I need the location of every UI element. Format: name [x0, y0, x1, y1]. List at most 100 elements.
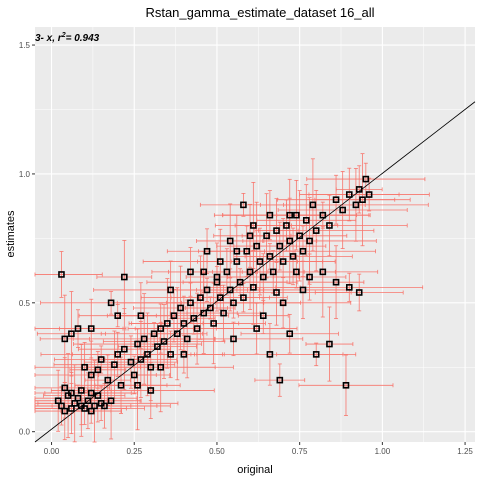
data-point [144, 351, 151, 358]
data-point [339, 206, 346, 214]
data-points [54, 175, 373, 415]
data-point [167, 286, 174, 294]
errorbar [102, 304, 226, 379]
data-point [68, 405, 75, 412]
errorbar [69, 351, 127, 389]
data-point [362, 175, 370, 183]
x-tick-label: 1.00 [375, 447, 391, 456]
errorbar [59, 298, 124, 359]
errorbar [182, 268, 298, 297]
errorbar [36, 291, 106, 377]
data-point [187, 299, 194, 307]
data-point [312, 227, 320, 234]
data-point [147, 387, 155, 394]
data-point [345, 191, 353, 198]
data-point [355, 289, 363, 296]
errorbar [276, 342, 357, 367]
identity-line [34, 101, 476, 443]
errorbar [306, 162, 426, 196]
errorbar [161, 282, 266, 365]
errorbar [240, 313, 339, 354]
errorbar [53, 330, 176, 399]
data-point [263, 232, 270, 240]
errorbar [213, 203, 287, 268]
data-point [342, 381, 350, 389]
data-point [117, 381, 125, 389]
data-point [326, 222, 333, 229]
data-point [173, 330, 181, 338]
errorbar [186, 284, 261, 342]
data-point [81, 405, 88, 412]
data-point [147, 363, 155, 371]
data-point [61, 335, 69, 343]
data-point [273, 289, 280, 296]
data-point [180, 320, 188, 327]
data-point [137, 312, 145, 319]
data-point [58, 271, 65, 278]
data-point [183, 335, 191, 343]
x-axis-title: original [237, 464, 272, 476]
errorbar [163, 321, 304, 357]
data-point [355, 186, 363, 193]
data-point [230, 335, 237, 343]
data-point [94, 366, 102, 374]
data-point [61, 407, 69, 415]
data-point [250, 222, 257, 229]
data-point [130, 371, 138, 379]
y-tick-label: 0.5 [19, 299, 31, 308]
data-point [230, 299, 237, 307]
data-point [150, 330, 158, 338]
data-point [157, 363, 165, 371]
r-squared-annotation: 3- x, r2= 0.943 [35, 32, 100, 44]
data-point [299, 286, 307, 294]
x-tick-label: 0.50 [209, 447, 225, 456]
data-point [352, 201, 360, 209]
data-point [256, 258, 264, 265]
data-point [240, 201, 247, 209]
errorbar [96, 240, 153, 315]
data-point [259, 273, 267, 281]
data-point [223, 268, 231, 276]
data-point [177, 304, 184, 312]
data-point [74, 394, 82, 402]
data-point [114, 351, 122, 358]
data-point [200, 268, 208, 276]
data-point [253, 325, 260, 332]
annotation-value: = 0.943 [66, 33, 100, 44]
data-point [157, 325, 165, 332]
data-point [81, 363, 88, 371]
data-point [87, 371, 95, 379]
data-point [74, 325, 82, 332]
data-point [345, 284, 353, 291]
errorbar [98, 355, 171, 395]
data-point [289, 253, 297, 260]
data-point [210, 320, 217, 327]
chart-title: Rstan_gamma_estimate_dataset 16_all [145, 5, 374, 20]
data-point [365, 191, 373, 198]
data-point [114, 312, 122, 319]
data-point [309, 201, 317, 209]
data-point [207, 304, 214, 312]
errorbar [214, 182, 292, 269]
data-point [78, 387, 85, 394]
data-point [87, 389, 95, 397]
errorbar [86, 361, 215, 419]
data-point [279, 258, 287, 265]
data-point [233, 247, 241, 255]
errorbar [237, 297, 289, 335]
data-point [216, 258, 224, 265]
errorbar [106, 282, 175, 350]
data-point [154, 343, 161, 350]
y-axis-title: estimates [5, 210, 17, 258]
data-point [286, 330, 294, 338]
data-point [240, 294, 247, 301]
data-point [104, 376, 112, 384]
data-point [253, 242, 260, 250]
data-point [279, 299, 287, 307]
errorbar [201, 259, 352, 326]
y-tick-label: 1.0 [19, 170, 31, 179]
data-point [180, 351, 188, 358]
data-point [299, 247, 307, 255]
data-point [58, 402, 65, 410]
data-point [332, 278, 340, 286]
